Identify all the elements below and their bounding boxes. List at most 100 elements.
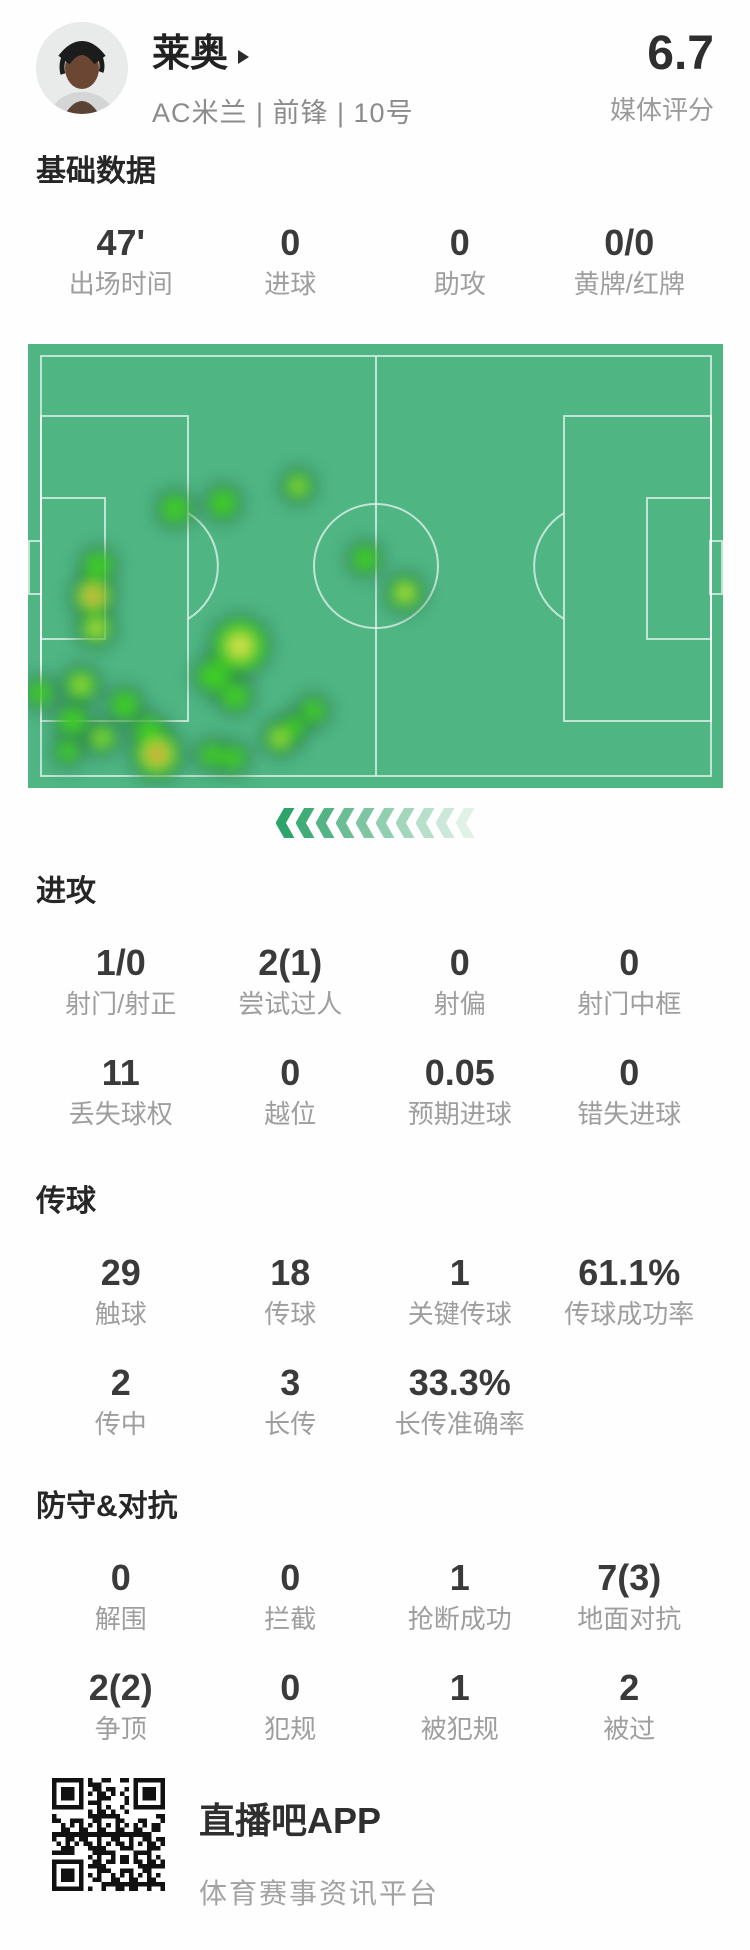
stat-label: 射偏 (433, 989, 486, 1019)
stat-row: 1/0 射门/射正 2(1) 尝试过人 0 射偏 0 射门中框 (0, 941, 750, 1019)
stat-label: 长传准确率 (394, 1409, 525, 1439)
stat-cell-出场时间: 47' 出场时间 (36, 221, 206, 299)
stat-value: 1/0 (95, 942, 146, 983)
player-name-row[interactable]: 莱奥 (152, 32, 610, 76)
player-name: 莱奥 (152, 33, 229, 75)
section-title: 防守&对抗 (36, 1490, 178, 1523)
stat-label: 丢失球权 (68, 1099, 173, 1129)
stat-value: 33.3% (408, 1362, 511, 1403)
section-防守&对抗: 防守&对抗 0 解围 0 拦截 1 抢断成功 7(3) 地面对抗 2(2) 争顶 0 犯规 1 被犯规 2 被过 (0, 1490, 750, 1744)
stat-cell-预期进球: 0.05 预期进球 (375, 1051, 545, 1129)
stat-label: 犯规 (264, 1714, 317, 1744)
stat-row: 2 传中 3 长传 33.3% 长传准确率 (0, 1361, 750, 1439)
stat-value: 0/0 (604, 222, 655, 263)
stat-value: 2(2) (88, 1667, 153, 1708)
stat-value: 47' (96, 222, 146, 263)
stat-cell-犯规: 0 犯规 (206, 1666, 376, 1744)
stat-cell-尝试过人: 2(1) 尝试过人 (206, 941, 376, 1019)
chevron-left-icon (275, 808, 295, 838)
chevron-left-icon (315, 808, 335, 838)
stat-row: 2(2) 争顶 0 犯规 1 被犯规 2 被过 (0, 1666, 750, 1744)
heatmap-spots (27, 465, 428, 784)
stat-value: 0.05 (424, 1052, 495, 1093)
stat-label: 抢断成功 (407, 1604, 512, 1634)
stat-cell-助攻: 0 助攻 (375, 221, 545, 299)
player-avatar[interactable] (36, 22, 128, 114)
stat-cell-越位: 0 越位 (206, 1051, 376, 1129)
player-team-position: AC米兰 | 前锋 | 10号 (152, 98, 414, 128)
stat-cell-争顶: 2(2) 争顶 (36, 1666, 206, 1744)
section-title: 进攻 (36, 875, 96, 908)
stat-value: 0 (619, 1052, 640, 1093)
stat-label: 出场时间 (68, 269, 173, 299)
stat-cell-长传准确率: 33.3% 长传准确率 (375, 1361, 545, 1439)
stat-label: 关键传球 (407, 1299, 512, 1329)
stat-cell-传中: 2 传中 (36, 1361, 206, 1439)
stat-value: 18 (270, 1252, 311, 1293)
chevron-left-icon (355, 808, 375, 838)
stat-value: 0 (110, 1557, 131, 1598)
heatmap (27, 344, 723, 788)
stat-value: 3 (280, 1362, 301, 1403)
stat-cell-拦截: 0 拦截 (206, 1556, 376, 1634)
stat-label: 被犯规 (420, 1714, 499, 1744)
section-基础数据: 基础数据 47' 出场时间 0 进球 0 助攻 0/0 黄牌/红牌 (0, 155, 750, 299)
attack-direction-arrows (0, 808, 750, 838)
stat-label: 射门/射正 (65, 989, 177, 1019)
stat-value: 7(3) (597, 1557, 662, 1598)
rating-block: 6.7 媒体评分 (610, 28, 714, 127)
stat-label: 触球 (94, 1299, 147, 1329)
stat-cell-触球: 29 触球 (36, 1251, 206, 1329)
stat-value: 0 (280, 1667, 301, 1708)
footer-text: 直播吧APP 体育赛事资讯平台 (199, 1778, 439, 1912)
stat-cell-黄牌/红牌: 0/0 黄牌/红牌 (545, 221, 715, 299)
player-meta: 莱奥 AC米兰 | 前锋 | 10号 (152, 32, 610, 130)
stat-row: 47' 出场时间 0 进球 0 助攻 0/0 黄牌/红牌 (0, 221, 750, 299)
stat-cell-射门/射正: 1/0 射门/射正 (36, 941, 206, 1019)
stat-cell-传球成功率: 61.1% 传球成功率 (545, 1251, 715, 1329)
stat-label: 拦截 (264, 1604, 317, 1634)
stat-value: 29 (100, 1252, 141, 1293)
stat-row: 0 解围 0 拦截 1 抢断成功 7(3) 地面对抗 (0, 1556, 750, 1634)
media-rating-value: 6.7 (647, 27, 714, 80)
stat-value: 0 (449, 222, 470, 263)
stat-cell-长传: 3 长传 (206, 1361, 376, 1439)
stat-row: 29 触球 18 传球 1 关键传球 61.1% 传球成功率 (0, 1251, 750, 1329)
stat-value: 0 (449, 942, 470, 983)
stat-cell-解围: 0 解围 (36, 1556, 206, 1634)
stat-label: 助攻 (433, 269, 486, 299)
stat-value: 11 (101, 1052, 140, 1093)
stat-cell-被过: 2 被过 (545, 1666, 715, 1744)
chevron-left-icon (395, 808, 415, 838)
app-slogan: 体育赛事资讯平台 (199, 1878, 440, 1909)
heatmap-pitch (27, 344, 723, 788)
stat-cell-传球: 18 传球 (206, 1251, 376, 1329)
stat-label: 地面对抗 (577, 1604, 682, 1634)
stat-cell-射偏: 0 射偏 (375, 941, 545, 1019)
stat-value: 2 (110, 1362, 131, 1403)
player-photo (36, 22, 128, 114)
stat-cell-进球: 0 进球 (206, 221, 376, 299)
section-title: 基础数据 (36, 155, 156, 188)
chevron-left-icon (375, 808, 395, 838)
chevron-left-icon (455, 808, 475, 838)
stat-label: 长传 (264, 1409, 317, 1439)
stat-value: 2 (619, 1667, 640, 1708)
section-传球: 传球 29 触球 18 传球 1 关键传球 61.1% 传球成功率 2 传中 3 长传 33.3% 长传准确… (0, 1185, 750, 1439)
stat-label: 传中 (94, 1409, 147, 1439)
stat-label: 越位 (264, 1099, 317, 1129)
stat-cell-地面对抗: 7(3) 地面对抗 (545, 1556, 715, 1634)
stat-value: 2(1) (258, 942, 323, 983)
stat-cell-empty (545, 1361, 715, 1439)
stat-label: 传球成功率 (564, 1299, 695, 1329)
stat-cell-关键传球: 1 关键传球 (375, 1251, 545, 1329)
stat-cell-抢断成功: 1 抢断成功 (375, 1556, 545, 1634)
caret-right-icon (238, 49, 250, 64)
stat-label: 射门中框 (577, 989, 682, 1019)
stat-label: 预期进球 (407, 1099, 512, 1129)
stat-label: 错失进球 (577, 1099, 682, 1129)
stat-row: 11 丢失球权 0 越位 0.05 预期进球 0 错失进球 (0, 1051, 750, 1129)
stat-value: 0 (280, 1557, 301, 1598)
stat-label: 传球 (264, 1299, 317, 1329)
